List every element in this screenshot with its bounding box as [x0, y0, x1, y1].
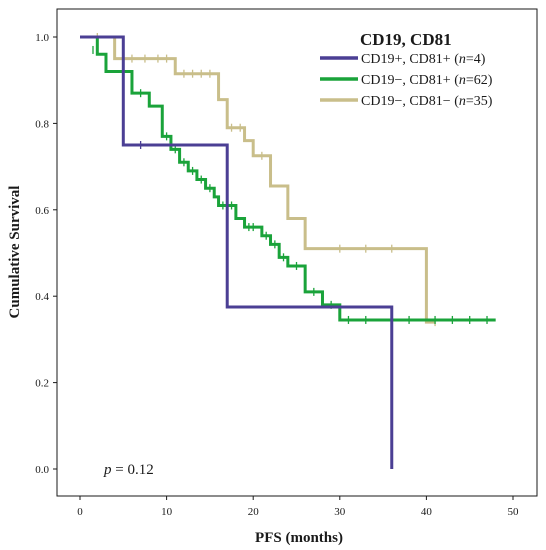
y-tick-label: 0.4	[35, 291, 49, 303]
y-tick-label: 0.2	[35, 378, 49, 390]
x-tick-label: 0	[77, 506, 83, 518]
p-symbol: p	[103, 462, 112, 478]
y-tick-label: 0.0	[35, 464, 49, 476]
x-tick-label: 10	[161, 506, 173, 518]
legend-label-part: =62)	[466, 73, 493, 88]
legend-label-n: n	[459, 94, 466, 109]
survival-curve-2	[80, 35, 436, 324]
x-tick-label: 40	[421, 506, 433, 518]
legend-title: CD19, CD81	[360, 30, 452, 49]
x-tick-label: 30	[334, 506, 346, 518]
survival-curve-0	[80, 35, 394, 469]
x-tick-label: 50	[508, 506, 520, 518]
legend-label-n: n	[459, 73, 466, 88]
y-tick-label: 1.0	[35, 32, 49, 44]
survival-curves	[80, 33, 496, 469]
y-tick-label: 0.6	[35, 205, 49, 217]
legend-label: CD19−, CD81+ (n=62)	[361, 73, 493, 88]
legend-label-part: =35)	[466, 94, 493, 109]
y-axis-title: Cumulative Survival	[7, 186, 23, 319]
legend-label-part: CD19+, CD81+ (	[361, 52, 459, 67]
legend-label-n: n	[459, 52, 466, 67]
plot-frame	[56, 8, 538, 497]
p-value-annotation: p = 0.12	[103, 462, 154, 478]
x-tick-label: 20	[248, 506, 260, 518]
x-axis-title: PFS (months)	[255, 530, 343, 546]
legend-label-part: CD19−, CD81− (	[361, 94, 459, 109]
axes: 0 10 20 30 40 50 0.0 0.2 0.4 0.6 0.8 1.0	[35, 32, 519, 518]
legend-label: CD19+, CD81+ (n=4)	[361, 52, 486, 67]
legend-label-part: CD19−, CD81+ (	[361, 73, 459, 88]
p-value-text: = 0.12	[112, 462, 154, 478]
legend-label-part: =4)	[466, 52, 486, 67]
survival-curve-1	[80, 35, 496, 322]
legend: CD19, CD81 CD19+, CD81+ (n=4)CD19−, CD81…	[320, 30, 493, 109]
y-tick-label: 0.8	[35, 118, 49, 130]
legend-label: CD19−, CD81− (n=35)	[361, 94, 493, 109]
